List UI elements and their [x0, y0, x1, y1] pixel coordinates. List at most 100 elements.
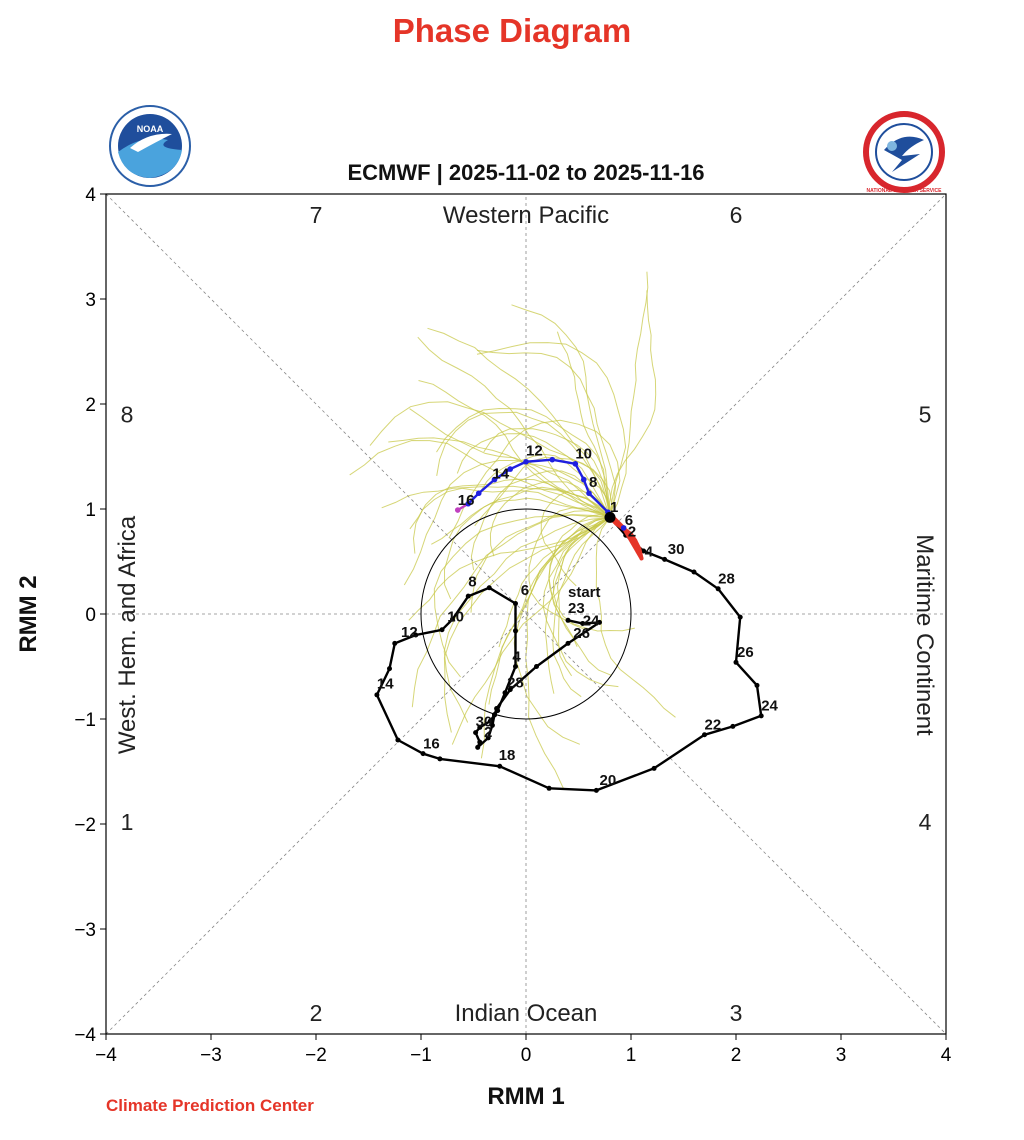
phase-number-label: 6 — [730, 202, 743, 228]
observed-point — [651, 765, 657, 771]
ensemble-member-line — [525, 516, 611, 789]
ensemble-member-line — [556, 331, 611, 518]
x-tick-label: −2 — [305, 1045, 327, 1066]
ensemble-member-line — [609, 290, 657, 518]
nws-logo-label: NATIONAL WEATHER SERVICE — [867, 188, 943, 194]
forecast-segment — [574, 462, 585, 481]
noaa-logo-icon: NOAA — [109, 105, 191, 187]
observed-day-label: 4 — [512, 648, 521, 665]
y-tick-label: −3 — [74, 920, 96, 941]
x-tick-label: 2 — [731, 1045, 742, 1066]
ensemble-member-line — [409, 478, 611, 530]
region-label-top: Western Pacific — [443, 202, 609, 229]
unit-circle — [420, 508, 632, 720]
observed-point — [534, 664, 539, 669]
forecast-point — [465, 500, 472, 507]
ensemble-member-line — [552, 517, 611, 698]
observed-day-label: 14 — [377, 676, 394, 693]
observed-day-label: 16 — [423, 735, 440, 752]
phase-number-label: 1 — [121, 809, 134, 835]
ensemble-member-line — [513, 516, 611, 745]
forecast-segment — [587, 492, 610, 514]
observed-day-label: 2 — [484, 724, 492, 741]
forecast-point — [523, 458, 529, 465]
forecast-day-label: 10 — [575, 446, 592, 463]
ensemble-member-line — [411, 514, 611, 708]
observed-point — [492, 712, 497, 718]
observed-day-label: 26 — [573, 625, 590, 642]
observed-point — [513, 628, 518, 634]
ensemble-member-line — [488, 516, 611, 705]
observed-day-label: 24 — [761, 698, 778, 715]
forecast-point — [549, 456, 556, 463]
ensemble-member-line — [433, 514, 611, 678]
y-tick-label: 1 — [85, 500, 96, 521]
observed-point — [387, 666, 392, 672]
observed-day-label: start — [568, 584, 601, 601]
ensemble-member-line — [431, 497, 611, 545]
ensemble-member-line — [417, 336, 611, 518]
observed-point — [733, 659, 739, 665]
observed-point — [715, 586, 721, 592]
observed-point — [662, 556, 668, 562]
observed-day-label: 30 — [476, 713, 493, 730]
observed-point — [450, 616, 455, 622]
phase-number-label: 4 — [919, 809, 932, 835]
observed-point — [702, 732, 707, 738]
region-label-bottom: Indian Ocean — [455, 1000, 598, 1027]
region-label-left: West. Hem. and Africa — [114, 515, 141, 754]
noaa-logo-label: NOAA — [137, 124, 164, 134]
observed-point — [395, 737, 401, 743]
observed-day-label: 8 — [468, 574, 476, 591]
ensemble-member-line — [451, 516, 611, 745]
x-tick-label: 1 — [626, 1045, 637, 1066]
observed-point — [489, 722, 495, 728]
observed-point — [465, 593, 471, 599]
observed-point — [420, 751, 426, 757]
observed-day-label: 26 — [737, 644, 754, 661]
forecast-day-label: 2 — [628, 523, 636, 540]
forecast-point — [491, 476, 498, 483]
ensemble-member-line — [609, 271, 649, 518]
observed-point — [730, 723, 736, 729]
observed-point — [473, 730, 479, 736]
observed-day-label: 30 — [668, 541, 685, 558]
forecast-segment — [621, 525, 644, 561]
y-tick-label: −2 — [74, 815, 96, 836]
observed-point — [437, 756, 443, 762]
phase-number-label: 5 — [919, 402, 932, 428]
forecast-day-label: 16 — [458, 492, 475, 509]
y-tick-label: 4 — [85, 185, 96, 206]
ensemble-member-line — [448, 419, 621, 539]
observed-point — [691, 569, 697, 575]
forecast-point — [454, 507, 461, 513]
forecast-day-label: 6 — [625, 512, 633, 529]
page-title: Phase Diagram — [392, 12, 632, 49]
y-tick-label: −1 — [74, 710, 96, 731]
observed-point — [597, 619, 602, 625]
ensemble-member-line — [381, 485, 611, 518]
observed-day-label: 6 — [521, 582, 529, 599]
latest-observation-marker — [604, 511, 616, 523]
footer-credit: Climate Prediction Center — [106, 1096, 314, 1115]
observed-day-label: 28 — [718, 571, 735, 588]
observed-day-label: 20 — [600, 772, 617, 789]
forecast-point — [586, 490, 592, 497]
forecast-point — [475, 490, 482, 497]
observed-day-label: 23 — [568, 600, 585, 617]
observed-point — [565, 640, 571, 646]
forecast-point — [620, 525, 627, 531]
forecast-segment — [524, 458, 554, 463]
observed-point — [513, 601, 518, 606]
ensemble-member-line — [552, 516, 635, 632]
chart-title: ECMWF | 2025-11-02 to 2025-11-16 — [347, 160, 704, 185]
ensemble-member-line — [349, 439, 611, 518]
observed-day-label: 12 — [401, 624, 418, 641]
observed-point — [485, 735, 491, 741]
ensemble-member-line — [476, 349, 617, 518]
observed-point — [580, 620, 586, 626]
x-axis-label: RMM 1 — [487, 1083, 564, 1110]
forecast-segment — [477, 478, 496, 495]
